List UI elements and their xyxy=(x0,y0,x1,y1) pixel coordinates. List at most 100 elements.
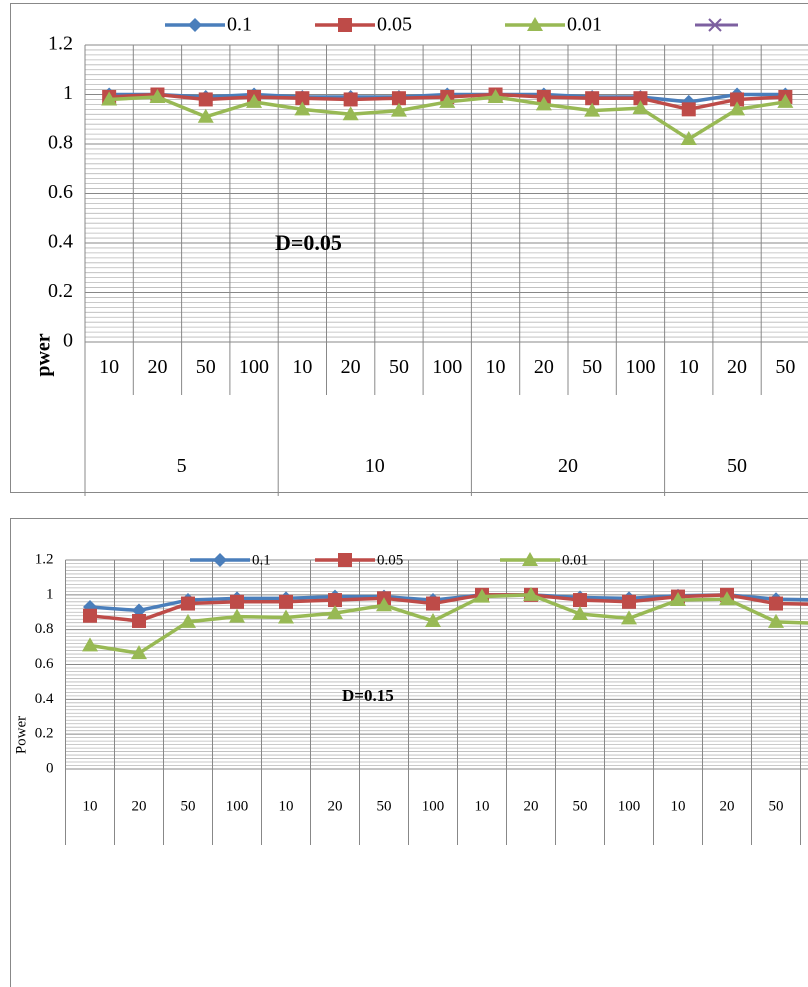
legend-label: 0.05 xyxy=(377,14,412,36)
point xyxy=(198,92,213,107)
point xyxy=(426,596,440,611)
legend-marker xyxy=(338,18,352,32)
legend-label: 0.1 xyxy=(252,552,271,568)
point xyxy=(523,586,539,601)
point xyxy=(730,92,745,107)
series-line xyxy=(89,593,808,623)
x-tick-label: 20 xyxy=(147,356,167,378)
y-tick-label: 0.4 xyxy=(35,691,54,707)
point xyxy=(343,92,358,107)
x-tick-label: 10 xyxy=(99,356,119,378)
point xyxy=(180,613,196,628)
point xyxy=(487,88,504,103)
point xyxy=(101,91,118,106)
group-label: 50 xyxy=(727,455,747,477)
series-line xyxy=(89,593,808,656)
point xyxy=(229,608,245,623)
x-tick-label: 50 xyxy=(582,356,602,378)
y-tick-label: 0.8 xyxy=(48,132,73,154)
point xyxy=(621,610,637,625)
group-label: 5 xyxy=(177,455,187,477)
point xyxy=(719,591,735,606)
x-tick-label: 10 xyxy=(486,356,506,378)
point xyxy=(376,597,392,612)
point xyxy=(633,91,648,106)
y-tick-label: 0.8 xyxy=(35,621,54,637)
x-tick-label: 50 xyxy=(196,356,216,378)
point xyxy=(768,613,784,628)
point xyxy=(278,609,294,624)
x-tick-label: 50 xyxy=(775,356,795,378)
legend-marker xyxy=(213,553,227,567)
x-tick-label: 10 xyxy=(679,356,699,378)
legend-marker xyxy=(522,552,538,566)
point xyxy=(149,88,166,103)
x-tick-label: 20 xyxy=(524,798,539,814)
annotation: D=0.05 xyxy=(275,230,342,255)
point xyxy=(622,594,636,609)
legend-label: 0.1 xyxy=(227,14,252,36)
point xyxy=(328,593,342,608)
point xyxy=(246,93,263,108)
legend-extra xyxy=(695,18,738,32)
x-tick-label: 100 xyxy=(618,798,641,814)
point xyxy=(729,101,746,116)
point xyxy=(439,93,456,108)
legend-marker xyxy=(338,553,352,567)
point xyxy=(632,100,649,115)
point xyxy=(83,600,97,615)
y-tick-label: 0 xyxy=(63,330,73,352)
point xyxy=(390,102,407,117)
point xyxy=(584,102,601,117)
x-tick-label: 10 xyxy=(292,356,312,378)
y-tick-label: 1 xyxy=(46,586,54,602)
y-tick-label: 0.4 xyxy=(48,231,73,253)
point xyxy=(82,637,98,652)
y-tick-label: 1.2 xyxy=(48,33,73,55)
point xyxy=(474,588,490,603)
point xyxy=(230,594,244,609)
x-tick-label: 20 xyxy=(132,798,147,814)
x-tick-label: 100 xyxy=(625,356,655,378)
y-tick-label: 0 xyxy=(46,760,54,776)
x-tick-label: 10 xyxy=(279,798,294,814)
point xyxy=(391,91,406,106)
chart-frame xyxy=(10,3,808,493)
x-tick-label: 100 xyxy=(432,356,462,378)
x-tick-label: 10 xyxy=(475,798,490,814)
point xyxy=(279,594,293,609)
y-tick-label: 1.2 xyxy=(35,551,54,567)
y-axis-label: pwer xyxy=(33,333,55,376)
point xyxy=(572,605,588,620)
point xyxy=(585,91,600,106)
x-tick-label: 10 xyxy=(671,798,686,814)
x-tick-label: 50 xyxy=(389,356,409,378)
y-tick-label: 0.6 xyxy=(48,181,73,203)
group-label: 10 xyxy=(365,455,385,477)
point xyxy=(181,596,195,611)
y-axis-label: Power xyxy=(13,716,29,754)
x-tick-label: 20 xyxy=(720,798,735,814)
point xyxy=(197,108,214,123)
x-tick-label: 20 xyxy=(328,798,343,814)
chart: 0 0.2 0.4 0.6 0.8 1 1.2 10 20 50 100 10 20 50 100 10 20 5… xyxy=(10,518,808,987)
point xyxy=(132,613,146,628)
point xyxy=(573,593,587,608)
x-tick-label: 10 xyxy=(83,798,98,814)
point xyxy=(535,96,552,111)
x-tick-label: 50 xyxy=(573,798,588,814)
x-tick-label: 100 xyxy=(239,356,269,378)
legend-marker xyxy=(188,18,202,32)
point xyxy=(294,101,311,116)
group-label: 20 xyxy=(558,455,578,477)
x-tick-label: 20 xyxy=(341,356,361,378)
legend-label: 0.01 xyxy=(562,552,588,568)
point xyxy=(131,645,147,660)
point xyxy=(681,102,696,117)
point xyxy=(670,592,686,607)
point xyxy=(680,131,697,146)
point xyxy=(83,608,97,623)
chart: 0 0.2 0.4 0.6 0.8 1 1.2 10 20 50 100 10 20 50 100 10 20 5… xyxy=(10,3,808,496)
point xyxy=(327,605,343,620)
